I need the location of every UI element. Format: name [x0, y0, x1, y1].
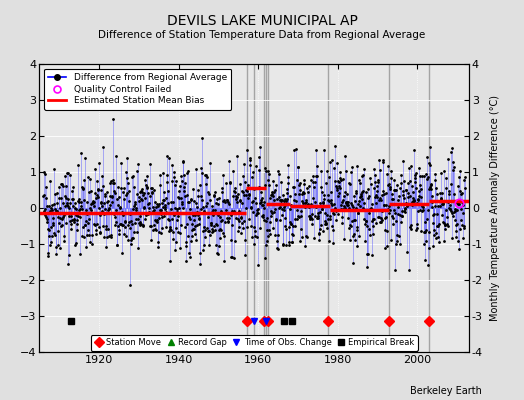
Y-axis label: Monthly Temperature Anomaly Difference (°C): Monthly Temperature Anomaly Difference (…: [490, 95, 500, 321]
Legend: Station Move, Record Gap, Time of Obs. Change, Empirical Break: Station Move, Record Gap, Time of Obs. C…: [91, 335, 418, 351]
Text: Berkeley Earth: Berkeley Earth: [410, 386, 482, 396]
Text: DEVILS LAKE MUNICIPAL AP: DEVILS LAKE MUNICIPAL AP: [167, 14, 357, 28]
Text: Difference of Station Temperature Data from Regional Average: Difference of Station Temperature Data f…: [99, 30, 425, 40]
